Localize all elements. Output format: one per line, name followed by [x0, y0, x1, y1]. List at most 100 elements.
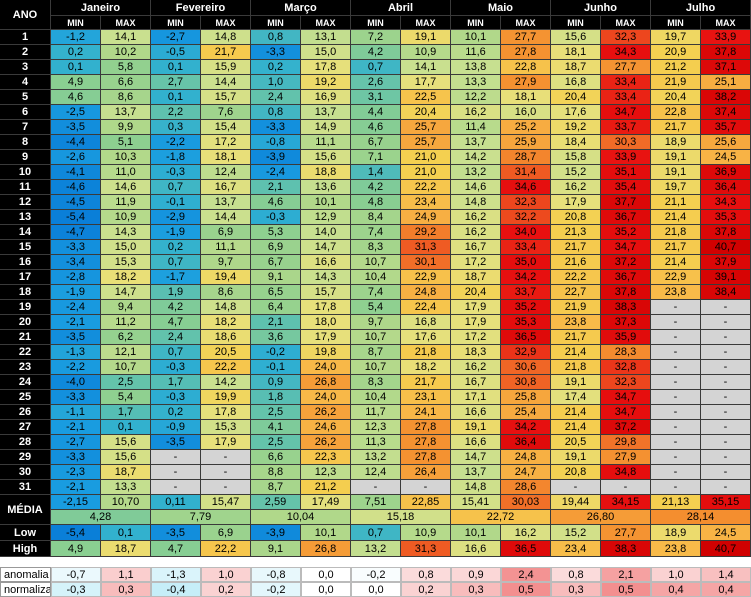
value-cell: 1,4 [351, 165, 401, 180]
value-cell: 20,4 [451, 285, 501, 300]
anomalia-cell: 0,8 [401, 567, 451, 582]
value-cell: 18,1 [551, 45, 601, 60]
low-cell: 18,9 [651, 525, 701, 541]
row-label: 10 [0, 165, 51, 180]
value-cell: 18,2 [401, 360, 451, 375]
value-cell: 27,7 [501, 30, 551, 45]
value-cell: 19,7 [651, 180, 701, 195]
value-cell: - [701, 405, 751, 420]
value-cell: - [701, 330, 751, 345]
value-cell: 26,8 [301, 375, 351, 390]
value-cell: 11,1 [201, 240, 251, 255]
value-cell: -3,3 [251, 120, 301, 135]
value-cell: 11,3 [351, 435, 401, 450]
low-cell: 10,1 [301, 525, 351, 541]
low-cell: 0,1 [101, 525, 151, 541]
value-cell: - [651, 420, 701, 435]
value-cell: 40,7 [701, 240, 751, 255]
row-label: 15 [0, 240, 51, 255]
value-cell: 21,4 [551, 345, 601, 360]
anomalia-cell: -1,3 [151, 567, 201, 582]
value-cell: -3,3 [51, 390, 101, 405]
sub-header: MIN [651, 16, 701, 30]
value-cell: 17,9 [201, 435, 251, 450]
value-cell: 21,7 [401, 375, 451, 390]
value-cell: 10,1 [451, 30, 501, 45]
value-cell: 33,4 [501, 240, 551, 255]
value-cell: -0,1 [151, 195, 201, 210]
value-cell: 17,6 [401, 330, 451, 345]
value-cell: 28,6 [501, 480, 551, 495]
value-cell: 39,1 [701, 270, 751, 285]
value-cell: 21,2 [301, 480, 351, 495]
value-cell: 12,4 [351, 465, 401, 480]
value-cell: 37,4 [701, 105, 751, 120]
month-header: Janeiro [51, 0, 151, 16]
value-cell: 11,2 [101, 315, 151, 330]
value-cell: 18,6 [201, 330, 251, 345]
value-cell: 16,2 [551, 180, 601, 195]
value-cell: 16,2 [451, 225, 501, 240]
value-cell: 32,3 [601, 30, 651, 45]
sub-header: MAX [601, 16, 651, 30]
value-cell: 1,8 [251, 390, 301, 405]
value-cell: 30,3 [601, 135, 651, 150]
month-header: Março [251, 0, 351, 16]
value-cell: 18,7 [101, 465, 151, 480]
value-cell: 14,4 [201, 75, 251, 90]
value-cell: 17,9 [551, 195, 601, 210]
media-cell: 2,59 [251, 495, 301, 510]
low-cell: -3,5 [151, 525, 201, 541]
value-cell: 35,3 [701, 210, 751, 225]
value-cell: 33,7 [501, 285, 551, 300]
value-cell: 17,1 [451, 390, 501, 405]
value-cell: 32,2 [501, 210, 551, 225]
value-cell: 25,4 [501, 405, 551, 420]
value-cell: 36,7 [601, 270, 651, 285]
sub-header: MAX [201, 16, 251, 30]
value-cell: - [701, 360, 751, 375]
value-cell: 2,7 [151, 75, 201, 90]
value-cell: 11,6 [451, 45, 501, 60]
value-cell: 16,6 [301, 255, 351, 270]
value-cell: 18,1 [501, 90, 551, 105]
value-cell: 34,3 [701, 195, 751, 210]
value-cell: 22,9 [401, 270, 451, 285]
sub-header: MAX [101, 16, 151, 30]
value-cell: 18,1 [201, 150, 251, 165]
month-header: Abril [351, 0, 451, 16]
value-cell: 18,0 [301, 315, 351, 330]
value-cell: 33,7 [601, 120, 651, 135]
value-cell: 26,4 [401, 465, 451, 480]
value-cell: 6,7 [351, 135, 401, 150]
value-cell: 35,2 [601, 225, 651, 240]
value-cell: 27,9 [501, 75, 551, 90]
value-cell: 8,4 [351, 210, 401, 225]
value-cell: - [601, 480, 651, 495]
value-cell: 19,4 [201, 270, 251, 285]
low-cell: -3,9 [251, 525, 301, 541]
value-cell: -4,4 [51, 135, 101, 150]
value-cell: 23,4 [401, 195, 451, 210]
value-cell: 35,4 [601, 180, 651, 195]
value-cell: -1,1 [51, 405, 101, 420]
value-cell: 21,8 [551, 360, 601, 375]
value-cell: 27,8 [401, 450, 451, 465]
sub-header: MIN [251, 16, 301, 30]
value-cell: 22,9 [651, 270, 701, 285]
value-cell: 29,8 [601, 435, 651, 450]
anomalia-cell: 1,1 [101, 567, 151, 582]
value-cell: - [701, 375, 751, 390]
value-cell: -2,5 [51, 105, 101, 120]
media-cell: 34,15 [601, 495, 651, 510]
sub-header: MAX [301, 16, 351, 30]
value-cell: 17,8 [301, 300, 351, 315]
row-label: 29 [0, 450, 51, 465]
value-cell: 21,7 [651, 120, 701, 135]
value-cell: 0,8 [251, 105, 301, 120]
value-cell: 33,4 [601, 75, 651, 90]
low-cell: 6,9 [201, 525, 251, 541]
value-cell: - [651, 330, 701, 345]
value-cell: 9,7 [201, 255, 251, 270]
